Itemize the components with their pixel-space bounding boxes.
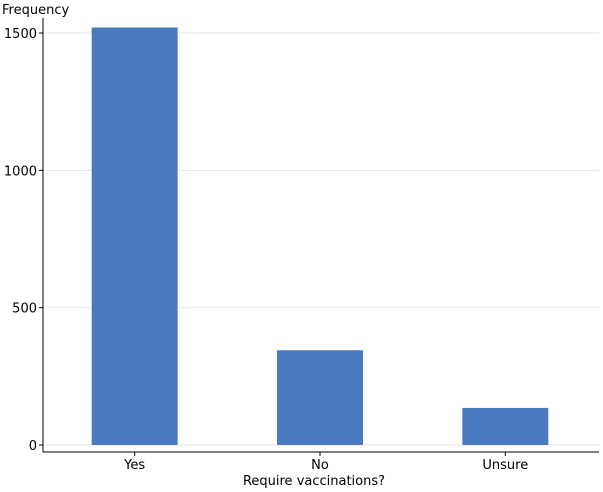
bars	[91, 27, 549, 446]
x-tick-label: No	[311, 458, 329, 473]
y-tick-label: 1500	[4, 27, 37, 42]
y-axis-title: Frequency	[2, 3, 69, 18]
y-ticks: 0 500 1000 1500	[4, 27, 43, 454]
x-ticks: Yes No Unsure	[123, 452, 528, 473]
y-tick-label: 1000	[4, 164, 37, 179]
bar-no	[277, 350, 363, 445]
y-tick-label: 500	[12, 302, 37, 317]
x-axis-title: Require vaccinations?	[243, 474, 385, 489]
bar-unsure	[462, 407, 549, 445]
y-tick-label: 0	[29, 439, 37, 454]
x-tick-label: Yes	[123, 458, 145, 473]
x-tick-label: Unsure	[482, 458, 528, 473]
bar-yes	[91, 27, 178, 446]
